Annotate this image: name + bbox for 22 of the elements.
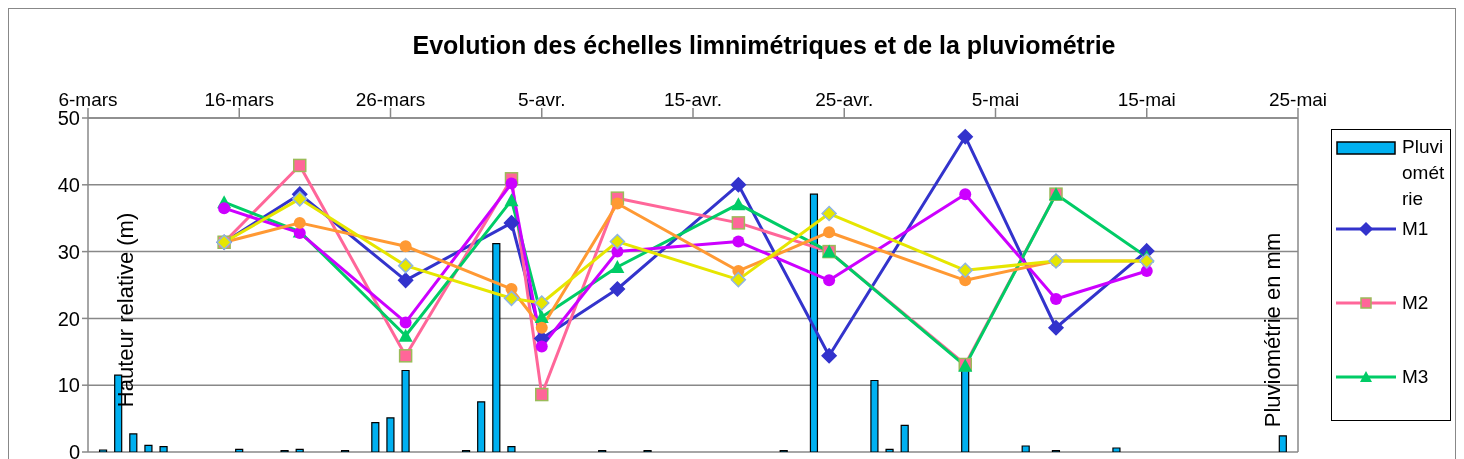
x-tick-label: 5-mai — [971, 89, 1020, 110]
legend-label: M1 — [1402, 217, 1430, 241]
chart-title: Evolution des échelles limnimétriques et de la pluviométrie — [411, 31, 1117, 60]
y-tick-label: 10 — [57, 374, 80, 397]
y-tick-label: 40 — [57, 173, 80, 196]
x-tick-label: 16-mars — [204, 89, 275, 110]
x-tick-label: 5-avr. — [517, 89, 566, 110]
x-tick-label: 26-mars — [355, 89, 426, 110]
y-tick-label: 20 — [57, 307, 80, 330]
y-tick-label: 50 — [57, 107, 80, 130]
y2-axis-title: Pluviométrie en mm — [1260, 232, 1285, 428]
x-tick-label: 25-mai — [1268, 89, 1328, 110]
x-tick-label: 25-avr. — [815, 89, 874, 110]
y-tick-label: 0 — [68, 441, 80, 459]
y-axis-title: Hauteur relative (m) — [113, 212, 138, 408]
legend-label: M2 — [1402, 291, 1430, 315]
x-tick-label: 15-avr. — [663, 89, 723, 110]
x-tick-label: 15-mai — [1117, 89, 1176, 110]
y-tick-label: 30 — [57, 240, 80, 263]
x-tick-label: 6-mars — [58, 89, 118, 110]
legend-label: Pluviométrie — [1402, 135, 1446, 211]
legend-label: M3 — [1402, 365, 1430, 389]
